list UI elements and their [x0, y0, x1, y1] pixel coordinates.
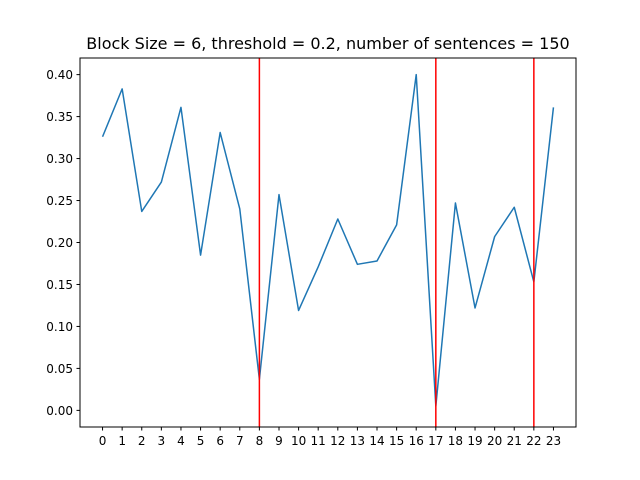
x-tick-label: 2	[138, 434, 146, 448]
y-tick-label: 0.35	[46, 110, 73, 124]
x-tick-label: 14	[369, 434, 384, 448]
x-tick-label: 9	[275, 434, 283, 448]
x-tick-label: 21	[507, 434, 522, 448]
x-tick-label: 16	[409, 434, 424, 448]
y-axis: 0.00 0.05 0.10 0.15 0.20 0.25 0.30 0.35 0.40	[46, 68, 80, 418]
y-tick-label: 0.10	[46, 320, 73, 334]
x-tick-label: 7	[236, 434, 244, 448]
y-tick-label: 0.15	[46, 278, 73, 292]
x-tick-label: 1	[118, 434, 126, 448]
series-line-0	[101, 73, 555, 407]
y-tick-label: 0.40	[46, 68, 73, 82]
x-tick-label: 23	[546, 434, 561, 448]
plot-area	[101, 58, 555, 427]
y-tick-label: 0.20	[46, 236, 73, 250]
x-axis: 0 1 2 3 4 5 6 7 8 9 10 11 12 13 14 15 16 17 18 19 20 21 22 23	[99, 427, 561, 448]
x-tick-label: 18	[448, 434, 463, 448]
x-tick-label: 13	[350, 434, 365, 448]
x-tick-label: 3	[158, 434, 166, 448]
x-tick-label: 10	[291, 434, 306, 448]
y-tick-label: 0.00	[46, 404, 73, 418]
x-tick-label: 4	[177, 434, 185, 448]
y-tick-label: 0.25	[46, 194, 73, 208]
x-tick-label: 17	[428, 434, 443, 448]
y-tick-label: 0.30	[46, 152, 73, 166]
x-tick-label: 12	[330, 434, 345, 448]
x-tick-label: 0	[99, 434, 107, 448]
x-tick-label: 11	[311, 434, 326, 448]
x-tick-label: 15	[389, 434, 404, 448]
x-tick-label: 22	[526, 434, 541, 448]
y-tick-label: 0.05	[46, 362, 73, 376]
x-tick-label: 20	[487, 434, 502, 448]
axes-frame	[79, 57, 577, 428]
x-tick-label: 6	[216, 434, 224, 448]
x-tick-label: 19	[467, 434, 482, 448]
x-tick-label: 5	[197, 434, 205, 448]
chart-title: Block Size = 6, threshold = 0.2, number …	[86, 34, 569, 53]
x-tick-label: 8	[256, 434, 264, 448]
